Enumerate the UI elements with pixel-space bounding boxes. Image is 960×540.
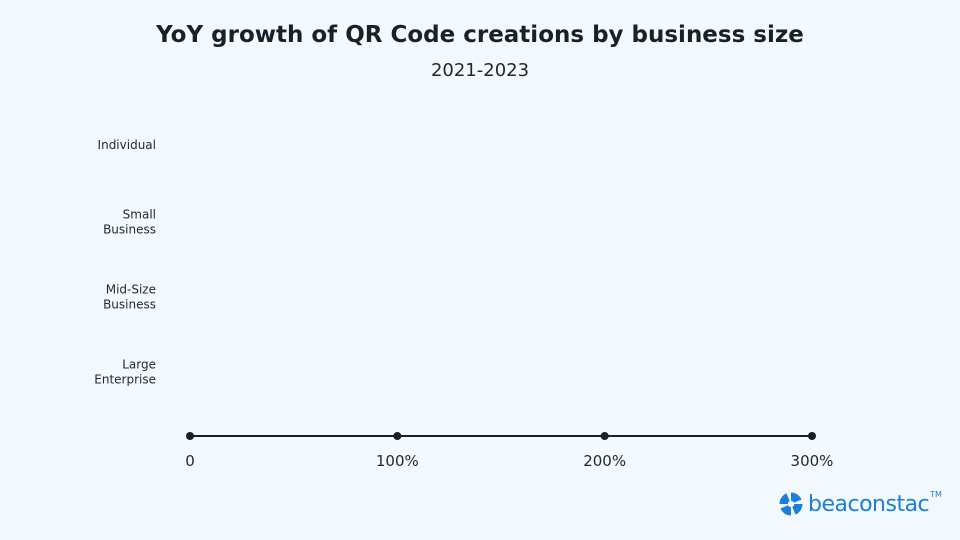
x-tick-label: 200% [583,452,626,470]
x-tick-label: 300% [791,452,834,470]
x-tick-label: 0 [185,452,195,470]
x-tick-label: 100% [376,452,419,470]
x-axis: 0 100% 200% 300% [185,432,833,470]
x-tick-dot [186,432,194,440]
brand-trademark: TM [930,490,942,499]
category-label-line: Large [122,358,156,372]
category-label: Large Enterprise [94,358,156,387]
x-tick-dot [600,432,609,440]
x-tick-dot [808,432,816,440]
beaconstac-logo-icon [779,492,803,516]
chart-title: YoY growth of QR Code creations by busin… [156,22,804,48]
category-label-line: Business [103,223,156,237]
category-label-line: Individual [98,138,156,152]
category-label: Individual [98,138,156,152]
category-label: Small Business [103,208,156,237]
chart-subtitle: 2021-2023 [430,60,530,81]
category-label-line: Small [123,208,156,222]
brand-name: beaconstac [808,491,930,517]
brand-logo: beaconstac TM [778,488,942,520]
category-label-line: Mid-Size [106,283,156,297]
category-label: Mid-Size Business [103,283,156,312]
x-tick-dot [393,432,402,440]
category-label-line: Enterprise [94,373,156,387]
category-label-line: Business [103,298,156,312]
